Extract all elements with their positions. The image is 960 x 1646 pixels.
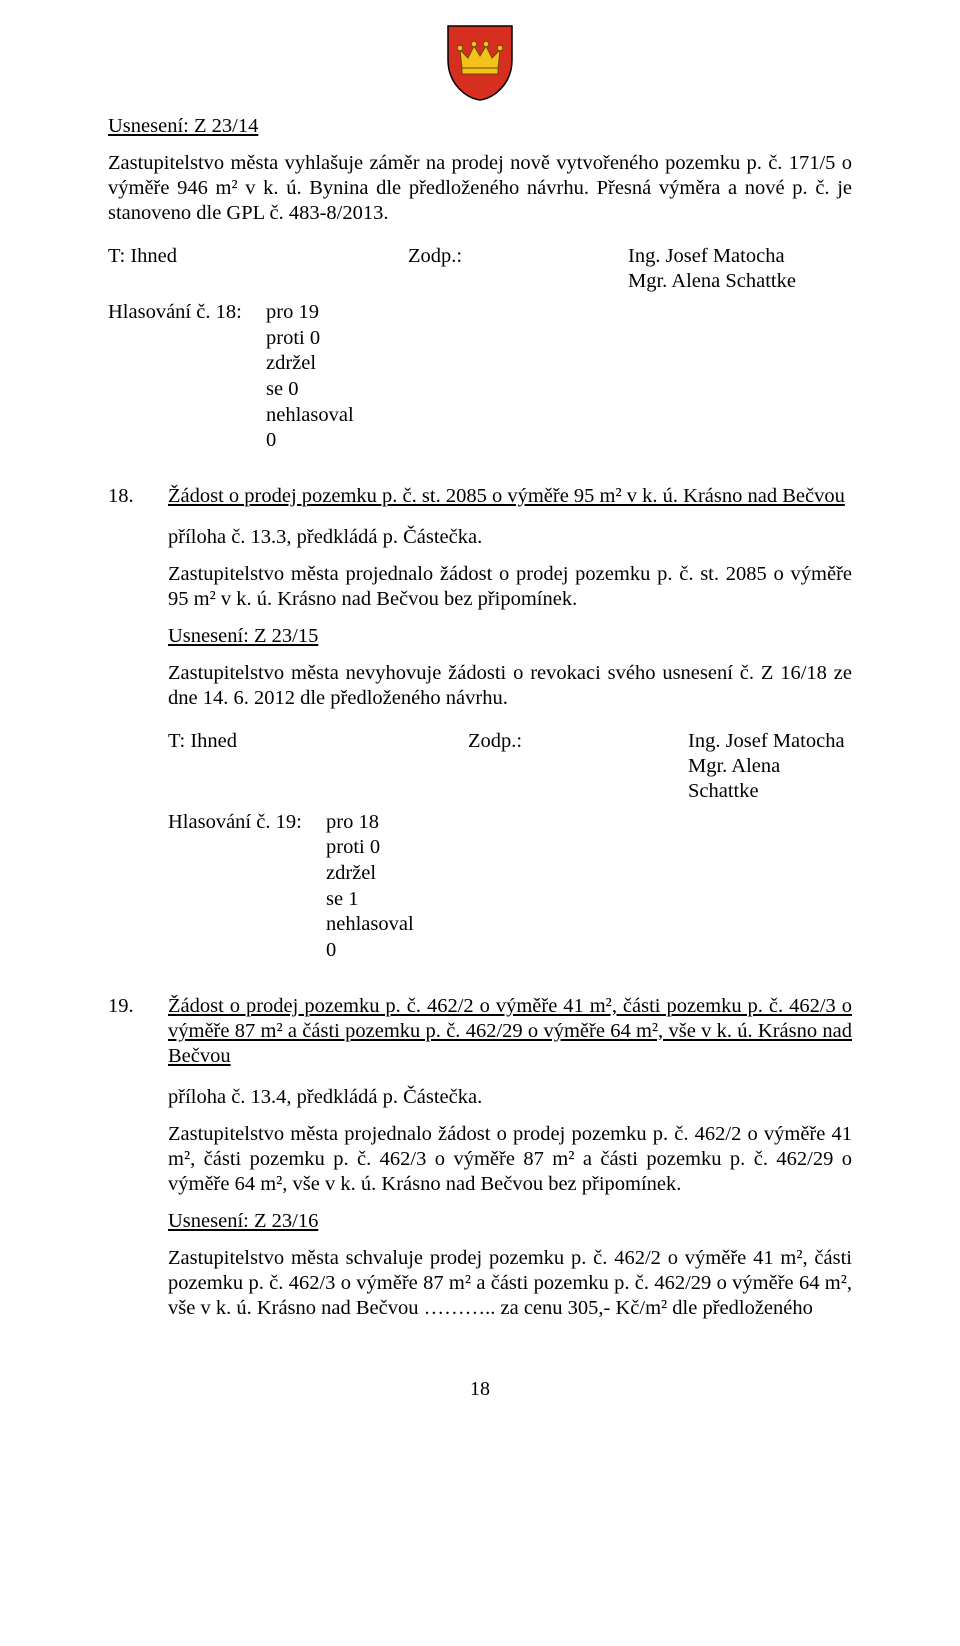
vote-proti: proti 0 [266,326,328,352]
intro-paragraph: Zastupitelstvo města vyhlašuje záměr na … [108,151,852,226]
zodp-label: Zodp.: [408,244,608,294]
priloha-text-19: příloha č. 13.4, předkládá p. Částečka. [168,1085,852,1110]
term-label: T: Ihned [108,244,388,294]
zodp-names: Ing. Josef Matocha Mgr. Alena Schattke [628,244,852,294]
zodp-name-1b: Ing. Josef Matocha [688,729,852,754]
zodp-label-2: Zodp.: [468,729,668,804]
vote-proti-19: proti 0 [326,835,388,861]
page-number: 18 [108,1377,852,1401]
crest-icon [444,20,516,102]
section-19-p2: Zastupitelstvo města schvaluje prodej po… [168,1246,852,1321]
vote-block-18: Hlasování č. 18: pro 19 proti 0 zdržel s… [108,300,852,454]
vote-label: Hlasování č. 18: [108,300,266,326]
section-number: 18. [108,484,168,509]
assignment-row-1: T: Ihned Zodp.: Ing. Josef Matocha Mgr. … [108,244,852,294]
section-19-head: 19. Žádost o prodej pozemku p. č. 462/2 … [108,994,852,1069]
resolution-heading-16: Usnesení: Z 23/16 [168,1209,852,1234]
section-18-head: 18. Žádost o prodej pozemku p. č. st. 20… [108,484,852,509]
zodp-name-2b: Mgr. Alena Schattke [688,754,852,804]
zodp-names-2: Ing. Josef Matocha Mgr. Alena Schattke [688,729,852,804]
vote-pro: pro 19 [266,300,328,326]
section-title: Žádost o prodej pozemku p. č. st. 2085 o… [168,484,852,509]
vote-pro-19: pro 18 [326,810,388,836]
zodp-name-1: Ing. Josef Matocha [628,244,852,269]
vote-nehlas: nehlasoval 0 [266,403,328,454]
resolution-heading-15: Usnesení: Z 23/15 [168,624,852,649]
vote-label-19: Hlasování č. 19: [168,810,326,836]
section-title-19: Žádost o prodej pozemku p. č. 462/2 o vý… [168,994,852,1069]
section-19-p1: Zastupitelstvo města projednalo žádost o… [168,1122,852,1197]
priloha-text: příloha č. 13.3, předkládá p. Částečka. [168,525,852,550]
section-18-p2: Zastupitelstvo města nevyhovuje žádosti … [168,661,852,711]
resolution-heading: Usnesení: Z 23/14 [108,114,852,139]
section-18-p1: Zastupitelstvo města projednalo žádost o… [168,562,852,612]
zodp-name-2: Mgr. Alena Schattke [628,269,852,294]
vote-block-19: Hlasování č. 19: pro 18 proti 0 zdržel s… [168,810,852,964]
vote-nehlas-19: nehlasoval 0 [326,912,388,963]
section-number-19: 19. [108,994,168,1069]
section-18-body: příloha č. 13.3, předkládá p. Částečka. … [168,525,852,964]
vote-zdrzel: zdržel se 0 [266,351,328,402]
vote-zdrzel-19: zdržel se 1 [326,861,388,912]
section-19-body: příloha č. 13.4, předkládá p. Částečka. … [168,1085,852,1321]
assignment-row-2: T: Ihned Zodp.: Ing. Josef Matocha Mgr. … [168,729,852,804]
term-label-2: T: Ihned [168,729,448,804]
